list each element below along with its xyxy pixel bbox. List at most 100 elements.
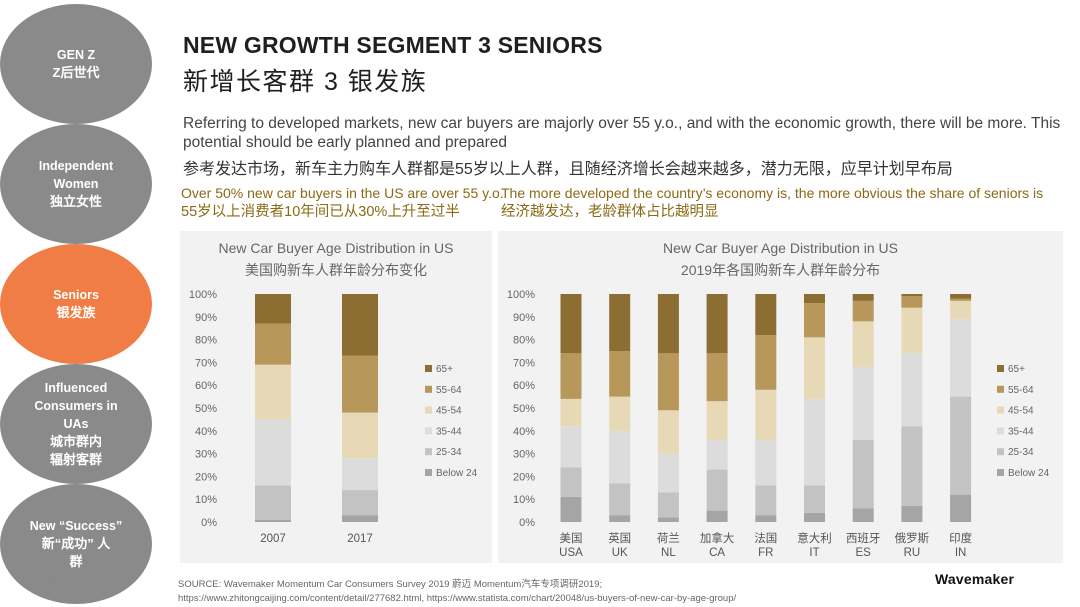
bar-segment-55-64 (560, 353, 582, 399)
bar-segment-25-34 (901, 426, 923, 507)
legend-label: Below 24 (1008, 468, 1050, 479)
intro-text-zh: 参考发达市场，新车主力购车人群都是55岁以上人群，且随经济增长会越来越多，潜力无… (183, 161, 953, 178)
bar-segment-65+ (950, 294, 972, 299)
y-tick-label: 70% (513, 357, 535, 369)
highlight-right: The more developed the country’s economy… (501, 184, 1043, 222)
bar-segment-45-54 (342, 412, 378, 459)
legend-label: 35-44 (436, 426, 462, 437)
bar-segment-65+ (342, 294, 378, 356)
y-tick-label: 20% (513, 471, 535, 483)
bar-segment-25-34 (950, 396, 972, 495)
y-tick-label: 30% (195, 449, 217, 461)
bar-segment-55-64 (852, 300, 874, 322)
highlight-right-zh: 经济越发达，老龄群体占比越明显 (501, 204, 719, 220)
page-title-zh: 新增长客群 3 银发族 (183, 68, 428, 96)
y-tick-label: 90% (195, 312, 217, 324)
bar-segment-below-24 (706, 510, 728, 522)
nav-independent-women[interactable]: Independent Women 独立女性 (0, 124, 152, 244)
bar-segment-35-44 (901, 353, 923, 427)
bar-segment-below-24 (950, 494, 972, 522)
bar-segment-25-34 (560, 467, 582, 497)
bar-segment-65+ (852, 294, 874, 301)
y-tick-label: 60% (195, 380, 217, 392)
bar-segment-55-64 (706, 353, 728, 402)
chart-title: New Car Buyer Age Distribution in US (663, 240, 898, 256)
x-tick-label: 印度 (949, 531, 972, 545)
legend-swatch (425, 385, 432, 393)
highlight-left: Over 50% new car buyers in the US are ov… (181, 184, 504, 222)
bar-segment-25-34 (342, 490, 378, 516)
y-tick-label: 0% (519, 517, 535, 529)
legend-swatch (425, 469, 432, 476)
y-tick-label: 30% (513, 449, 535, 461)
bar-segment-35-44 (706, 439, 728, 470)
y-tick-label: 50% (195, 403, 217, 415)
bar-segment-45-54 (804, 337, 825, 399)
nav-label-en: Influenced Consumers in UAs (34, 381, 118, 431)
wavemaker-logo: Wavemaker (935, 571, 1015, 587)
bar-segment-65+ (609, 294, 631, 351)
bar-segment-25-34 (657, 492, 679, 518)
legend-swatch (425, 365, 432, 372)
legend-label: 45-54 (436, 406, 462, 417)
highlight-left-en: Over 50% new car buyers in the US are ov… (181, 185, 504, 201)
x-tick-label: RU (904, 547, 921, 559)
y-tick-label: 90% (513, 312, 535, 324)
x-tick-label: 2007 (260, 533, 286, 545)
legend-swatch (425, 448, 432, 456)
legend-label: 25-34 (1008, 447, 1034, 458)
highlight-left-zh: 55岁以上消费者10年间已从30%上升至过半 (181, 204, 460, 220)
legend-swatch (997, 427, 1004, 435)
nav-new-success[interactable]: New “Success” 新“成功” 人群 (0, 484, 152, 604)
bar-segment-65+ (901, 294, 923, 297)
legend-swatch (997, 448, 1004, 456)
bar-segment-35-44 (342, 458, 378, 491)
bar-segment-65+ (804, 294, 825, 304)
nav-label-zh: 城市群内 辐射客群 (49, 434, 102, 467)
x-tick-label: 2017 (347, 533, 373, 545)
bar-segment-45-54 (609, 396, 631, 431)
y-tick-label: 10% (513, 494, 535, 506)
y-tick-label: 20% (195, 471, 217, 483)
nav-label-en: Seniors (53, 288, 99, 302)
bar-segment-25-34 (706, 469, 728, 511)
x-tick-label: 西班牙 (846, 532, 881, 545)
bar-segment-below-24 (560, 496, 582, 522)
bar-segment-65+ (706, 294, 728, 354)
bar-segment-45-54 (255, 364, 291, 420)
legend-label: 35-44 (1008, 426, 1034, 437)
nav-gen-z[interactable]: GEN Z Z后世代 (0, 4, 152, 124)
bar-segment-55-64 (755, 335, 777, 390)
legend-label: 65+ (436, 364, 453, 375)
x-tick-label: UK (612, 547, 628, 559)
bar-segment-45-54 (901, 307, 923, 354)
y-tick-label: 10% (195, 494, 217, 506)
x-tick-label: ES (856, 547, 872, 559)
bar-segment-35-44 (609, 430, 631, 484)
bar-segment-25-34 (755, 485, 777, 516)
x-tick-label: 俄罗斯 (895, 532, 930, 545)
nav-influenced-consumers[interactable]: Influenced Consumers in UAs 城市群内 辐射客群 (0, 364, 152, 484)
bar-segment-55-64 (657, 353, 679, 411)
bar-segment-65+ (560, 294, 582, 354)
bar-segment-25-34 (804, 485, 825, 513)
bar-segment-35-44 (560, 426, 582, 468)
chart-panel-us: New Car Buyer Age Distribution in US 美国购… (180, 231, 492, 563)
legend-swatch (997, 406, 1004, 414)
y-tick-label: 50% (513, 403, 535, 415)
chart-title: New Car Buyer Age Distribution in US (218, 240, 454, 256)
nav-seniors[interactable]: Seniors 银发族 (0, 244, 152, 364)
bar-segment-35-44 (804, 398, 825, 486)
bar-segment-25-34 (852, 439, 874, 509)
bar-segment-55-64 (804, 303, 825, 338)
x-tick-label: 加拿大 (700, 531, 735, 545)
x-tick-label: 意大利 (797, 531, 832, 545)
legend-label: 65+ (1008, 364, 1025, 375)
y-tick-label: 40% (513, 426, 535, 438)
bar-segment-55-64 (255, 323, 291, 365)
y-tick-label: 100% (507, 289, 535, 301)
bar-segment-45-54 (657, 410, 679, 454)
bar-segment-below-24 (755, 515, 777, 522)
page-number: 57 (50, 577, 61, 587)
bar-segment-below-24 (852, 508, 874, 522)
